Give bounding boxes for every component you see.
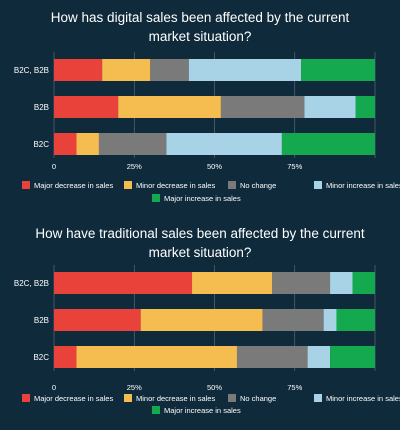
bar-segment <box>336 309 375 331</box>
chart-title-line: market situation? <box>149 245 252 260</box>
legend-label: Minor decrease in sales <box>136 181 215 190</box>
x-tick-label: 25% <box>127 162 142 171</box>
category-label: B2C, B2B <box>14 279 49 288</box>
bar-segment <box>102 59 151 81</box>
bar-segment <box>272 272 331 294</box>
x-tick-label: 0 <box>52 383 56 392</box>
legend-label: Major decrease in sales <box>34 394 113 403</box>
legend-label: Major increase in sales <box>164 406 241 415</box>
bar-segment <box>166 133 282 155</box>
x-tick-label: 25% <box>127 383 142 392</box>
bar-segment <box>76 133 99 155</box>
bar-segment <box>150 59 189 81</box>
legend-swatch <box>314 181 322 189</box>
bar-segment <box>220 96 305 118</box>
chart-title-line: How have traditional sales been affected… <box>35 226 364 241</box>
bar-segment <box>192 272 273 294</box>
legend-label: Major increase in sales <box>164 194 241 203</box>
bar-segment <box>54 59 103 81</box>
legend-swatch <box>124 394 132 402</box>
legend-swatch <box>22 394 30 402</box>
x-tick-label: 0 <box>52 162 56 171</box>
legend-label: Major decrease in sales <box>34 181 113 190</box>
bar-segment <box>76 346 237 368</box>
legend-label: Minor decrease in sales <box>136 394 215 403</box>
legend-swatch <box>228 394 236 402</box>
bar-segment <box>352 272 375 294</box>
x-tick-label: 50% <box>207 383 222 392</box>
category-label: B2C <box>33 140 49 149</box>
bar-segment <box>54 133 77 155</box>
chart-2: How have traditional sales been affected… <box>14 226 400 415</box>
chart-1: How has digital sales been affected by t… <box>14 10 400 203</box>
legend-swatch <box>152 194 160 202</box>
bar-segment <box>304 96 356 118</box>
legend-label: Minor increase in sales <box>326 394 400 403</box>
legend-label: No change <box>240 181 276 190</box>
legend-label: No change <box>240 394 276 403</box>
bar-segment <box>323 309 337 331</box>
category-label: B2C <box>33 353 49 362</box>
bar-segment <box>236 346 308 368</box>
legend-label: Minor increase in sales <box>326 181 400 190</box>
bar-segment <box>54 272 193 294</box>
bar-segment <box>54 346 77 368</box>
chart-title-line: market situation? <box>149 29 252 44</box>
legend-swatch <box>228 181 236 189</box>
bar-segment <box>118 96 221 118</box>
bar-segment <box>330 346 375 368</box>
bar-segment <box>330 272 353 294</box>
bar-segment <box>54 96 119 118</box>
bar-segment <box>281 133 375 155</box>
x-tick-label: 50% <box>207 162 222 171</box>
bar-segment <box>262 309 324 331</box>
category-label: B2B <box>34 103 49 112</box>
bar-segment <box>301 59 375 81</box>
bar-segment <box>140 309 263 331</box>
bar-segment <box>54 309 141 331</box>
legend-swatch <box>314 394 322 402</box>
x-tick-label: 75% <box>287 383 302 392</box>
bar-segment <box>355 96 375 118</box>
chart-title-line: How has digital sales been affected by t… <box>51 10 350 25</box>
bar-segment <box>307 346 331 368</box>
legend-swatch <box>22 181 30 189</box>
x-tick-label: 75% <box>287 162 302 171</box>
legend-swatch <box>152 406 160 414</box>
category-label: B2C, B2B <box>14 66 49 75</box>
legend-swatch <box>124 181 132 189</box>
category-label: B2B <box>34 316 49 325</box>
bar-segment <box>188 59 302 81</box>
bar-segment <box>98 133 167 155</box>
